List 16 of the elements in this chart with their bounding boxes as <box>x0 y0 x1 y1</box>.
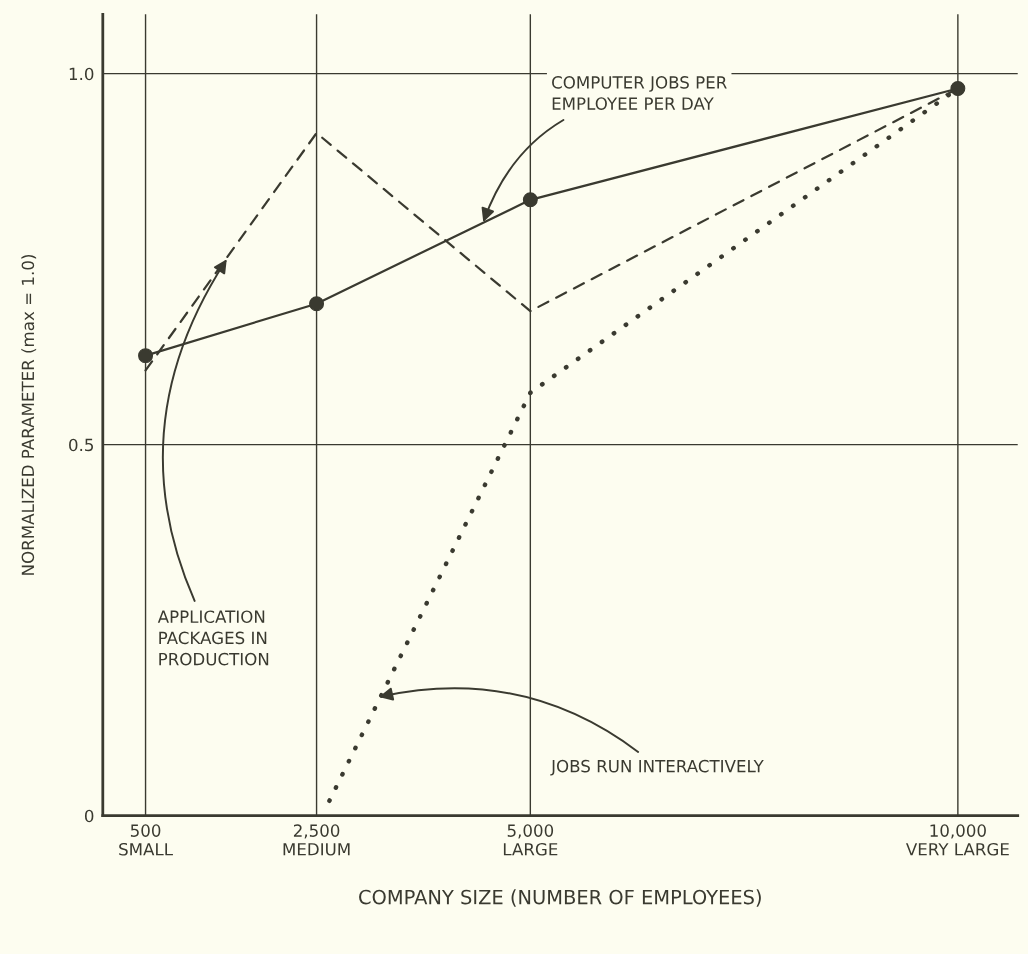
point <box>950 81 966 96</box>
y-axis-title: NORMALIZED PARAMETER (max = 1.0) <box>21 255 37 575</box>
x-tick-label: 500 SMALL <box>119 824 173 856</box>
x-tick-label: 10,000 VERY LARGE <box>905 824 1009 856</box>
y-tick-label: 1.0 <box>69 67 94 81</box>
annotation: JOBS RUN INTERACTIVELY <box>550 759 764 776</box>
x-tick-label: 5,000 LARGE <box>503 824 558 856</box>
point <box>522 192 538 208</box>
x-tick-label: 2,500 MEDIUM <box>283 824 350 856</box>
y-tick-label: 0 <box>84 809 94 823</box>
y-tick-label: 0.5 <box>69 438 94 452</box>
point <box>138 348 154 364</box>
x-axis-title: COMPANY SIZE (NUMBER OF EMPLOYEES) <box>359 889 761 907</box>
annotation: COMPUTER JOBS PER EMPLOYEE PER DAY <box>552 76 727 110</box>
point <box>309 296 325 312</box>
annotation: APPLICATION PACKAGES IN PRODUCTION <box>157 610 269 666</box>
